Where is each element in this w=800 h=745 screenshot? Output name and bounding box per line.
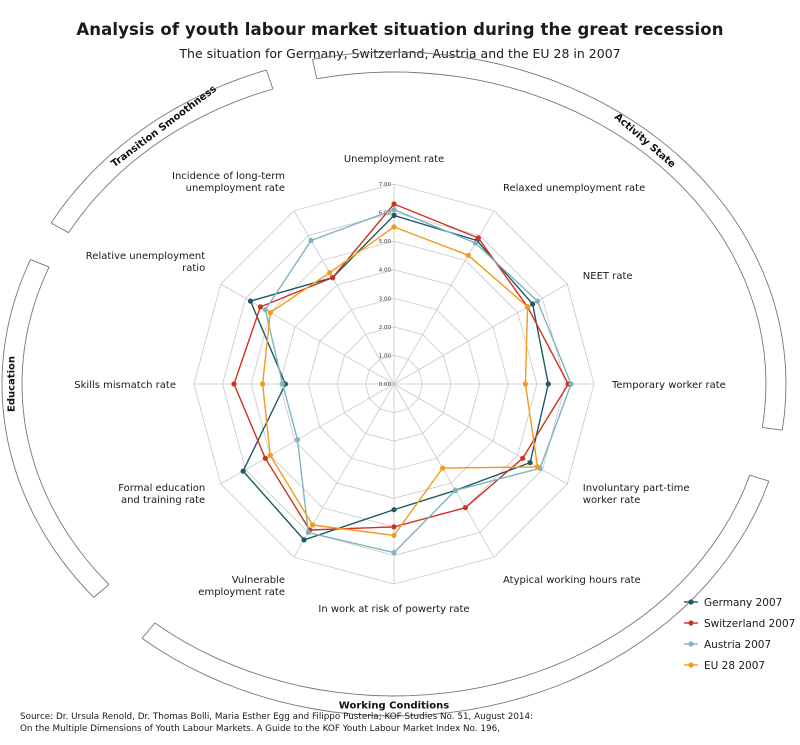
group-label-0: Activity State [612,112,677,171]
axis-label-6: In work at risk of powerty rate [318,604,469,615]
legend-label: Germany 2007 [704,597,782,609]
data-point [280,381,286,387]
data-point [391,201,397,207]
group-band-2 [1,259,110,598]
data-point [294,437,301,443]
data-point [522,381,529,387]
axis-label-4: Involuntary part-time worker rate [583,483,690,506]
data-point [465,252,471,258]
series-1 [231,201,571,533]
data-point [462,505,468,511]
legend-item-0: Germany 2007 [684,597,782,609]
data-point [534,298,541,304]
axis-label-3: Temporary worker rate [611,380,726,391]
axis-labels: Unemployment rate Relaxed unemployment ra… [74,154,726,615]
data-point [391,212,397,218]
data-point [262,307,268,313]
axis-label-11: Incidence of long-term unemployment rate [172,171,285,194]
grid-spoke-8 [220,383,395,485]
group-label-2: Education [7,356,18,412]
source-line-1: Source: Dr. Ursula Renold, Dr. Thomas Bo… [20,712,534,722]
data-point [545,381,551,387]
axis-label-5: Atypical working hours rate [503,575,641,586]
chart-subtitle: The situation for Germany, Switzerland, … [179,46,621,61]
data-point [520,455,526,461]
data-point [310,522,316,528]
source-note: Source: Dr. Ursula Renold, Dr. Thomas Bo… [20,711,533,735]
legend-label: EU 28 2007 [704,660,765,672]
legend-item-1: Switzerland 2007 [684,618,795,630]
series-3 [260,224,541,539]
legend-swatch-dot [688,599,694,605]
data-point [391,524,397,530]
data-point [527,460,533,466]
series-2 [262,207,574,556]
tick-label: 3.00 [379,296,392,302]
data-point [262,455,268,461]
group-label-3: Transition Smoothness [109,84,218,170]
data-point [530,301,536,307]
legend-item-2: Austria 2007 [684,639,771,651]
group-band-3 [50,69,274,234]
data-point [391,224,397,230]
tick-label: 7.00 [379,182,392,188]
data-point [247,298,254,304]
data-point [568,381,574,387]
data-point [308,237,314,244]
grid-spoke-5 [393,383,495,558]
data-point [534,464,541,470]
series-line [242,214,549,541]
data-point [330,275,336,281]
data-point [391,550,397,556]
data-point [472,240,478,246]
data-point [475,235,481,241]
data-point [231,381,237,387]
data-point [257,304,263,310]
data-point [391,507,397,513]
group-label-1: Working Conditions [339,701,449,712]
legend-swatch-dot [688,662,694,668]
chart-title: Analysis of youth labour market situatio… [76,20,724,39]
data-point [440,465,446,471]
source-line-2: On the Multiple Dimensions of Youth Labo… [20,724,500,734]
group-band-1 [141,474,770,717]
data-point [301,537,307,543]
legend-item-3: EU 28 2007 [684,660,765,672]
axis-label-9: Skills mismatch rate [74,380,176,391]
tick-label: 0.00 [379,382,392,388]
axis-label-8: Formal education and training rate [118,483,205,506]
axis-label-0: Unemployment rate [344,154,444,165]
data-point [327,270,333,276]
legend: Germany 2007 Switzerland 2007 Austria 2007… [684,597,795,672]
radar-grid [193,183,595,585]
data-point [240,468,246,474]
axis-label-7: Vulnerable employment rate [198,575,285,598]
legend-swatch-dot [688,641,694,647]
data-point [305,529,311,536]
axis-label-2: NEET rate [583,271,633,282]
legend-label: Switzerland 2007 [704,618,795,630]
tick-label: 1.00 [379,353,392,359]
data-point [525,304,531,310]
tick-label: 4.00 [379,268,392,274]
data-point [391,207,397,213]
data-point [391,532,397,539]
series-layer [231,201,574,556]
group-band-0 [312,51,787,431]
tick-label: 2.00 [379,325,392,331]
data-point [260,381,266,387]
data-point [267,310,273,316]
axis-label-1: Relaxed unemployment rate [503,183,645,194]
data-point [452,487,458,493]
axis-label-10: Relative unemployment ratio [86,251,205,274]
data-point [267,452,273,458]
legend-label: Austria 2007 [704,639,771,651]
legend-swatch-dot [688,620,694,626]
tick-label: 5.00 [379,239,392,245]
series-0 [240,212,551,543]
